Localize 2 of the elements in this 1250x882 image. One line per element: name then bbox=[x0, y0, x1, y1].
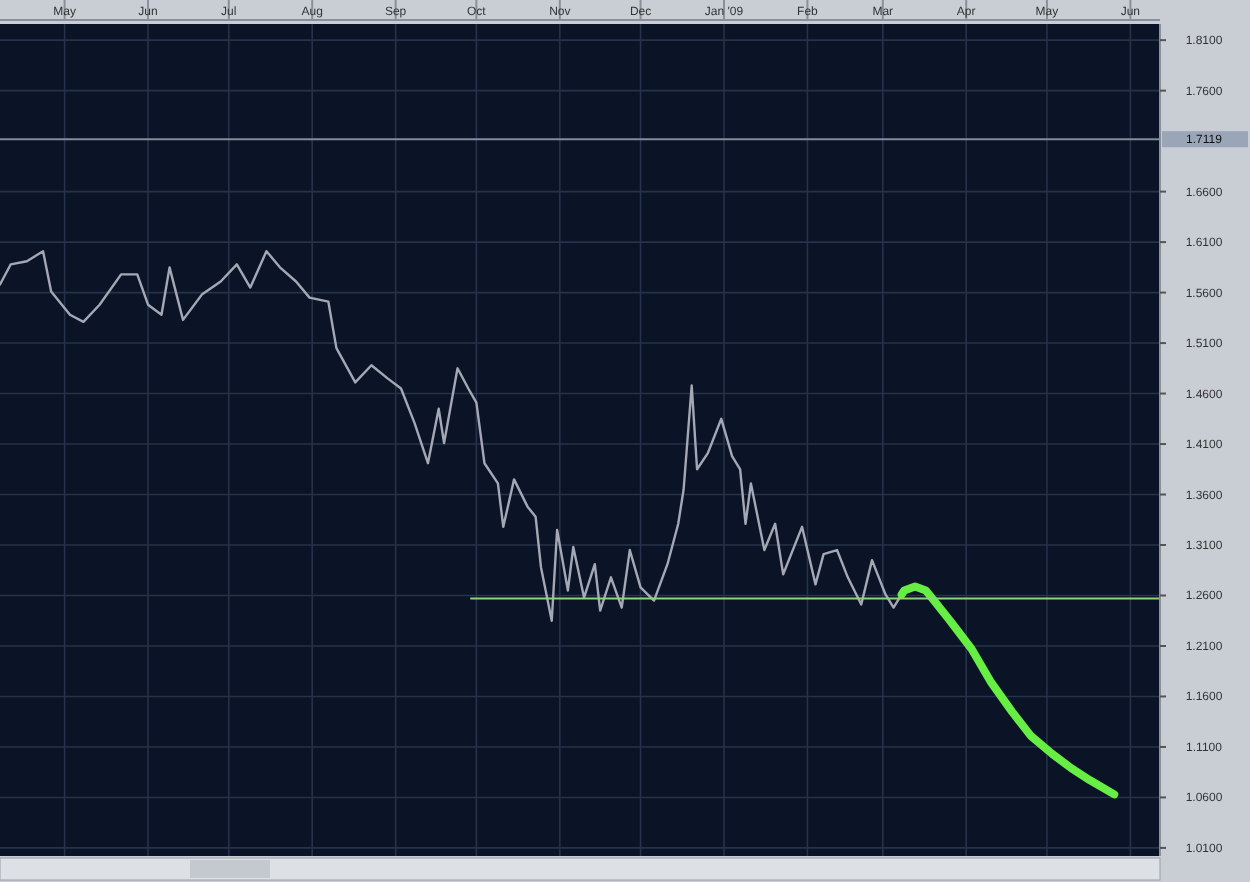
line-series bbox=[0, 249, 903, 622]
line-series bbox=[897, 582, 1119, 799]
